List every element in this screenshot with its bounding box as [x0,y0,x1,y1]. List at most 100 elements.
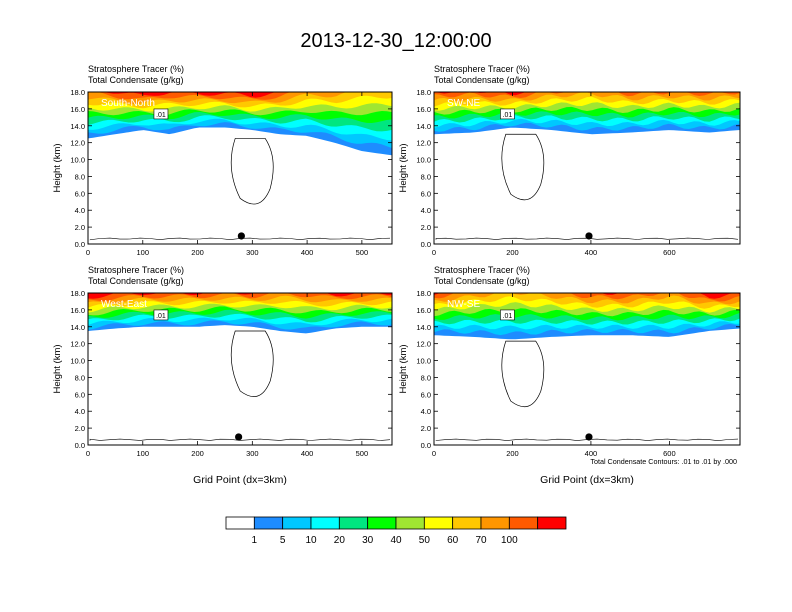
x-tick-label: 200 [191,248,204,257]
y-tick-label: 0.0 [75,240,85,249]
panel-sw-ne: .01 0.0 2.0 4.0 6.0 8.0 10.0 12.0 14.0 16.0 18.0 0 2… [398,64,741,257]
y-axis-label: Height (km) [398,143,409,192]
tracer-field [88,92,392,241]
tracer-band [434,293,740,305]
panel-south-north: .01 0.0 2.0 4.0 6.0 8.0 10.0 12.0 14.0 16.0 18.0 0 1… [52,64,393,257]
tracer-band [88,293,392,299]
condensate-contour [89,438,391,441]
y-axis-label: Height (km) [398,344,409,393]
x-tick-label: 400 [301,449,314,458]
y-tick-label: 4.0 [75,206,85,215]
y-tick-label: 16.0 [416,306,431,315]
condensate-contour [230,330,274,397]
condensate-contour [230,138,274,205]
colorbar-swatch [310,516,340,530]
y-tick-label: 4.0 [421,206,431,215]
location-marker [235,433,243,441]
contour-label-text: .01 [503,112,513,119]
y-tick-label: 12.0 [70,340,85,349]
panel-name: South-North [101,98,155,109]
contour-label-text: .01 [156,112,166,119]
x-tick-label: 600 [663,248,676,257]
panel-nw-se: .01 0.0 2.0 4.0 6.0 8.0 10.0 12.0 14.0 16.0 18.0 0 2… [398,265,741,486]
colorbar-swatch [395,516,425,530]
y-tick-label: 12.0 [416,340,431,349]
x-tick-label: 200 [506,449,519,458]
y-axis-label: Height (km) [52,143,63,192]
tracer-band [434,293,740,299]
figure-title: 2013-12-30_12:00:00 [300,30,492,52]
colorbar-label: 1 [252,535,258,546]
panel-name: SW-NE [447,98,480,109]
x-tick-label: 0 [86,449,90,458]
x-tick-label: 100 [137,449,150,458]
colorbar-label: 10 [305,535,317,546]
location-marker [237,232,245,240]
y-tick-label: 12.0 [416,139,431,148]
panel-title-line: Stratosphere Tracer (%) [88,265,184,275]
tracer-band [434,92,740,96]
y-tick-label: 8.0 [421,172,431,181]
y-tick-label: 2.0 [421,223,431,232]
y-tick-label: 12.0 [70,139,85,148]
colorbar-swatch [282,516,312,530]
y-tick-label: 4.0 [75,407,85,416]
colorbar-swatch [423,516,454,530]
colorbar-label: 100 [501,535,518,546]
x-tick-label: 0 [432,248,436,257]
colorbar-swatch [225,516,255,530]
x-tick-label: 300 [246,248,259,257]
y-tick-label: 16.0 [70,105,85,114]
y-tick-label: 10.0 [70,357,85,366]
y-tick-label: 10.0 [416,357,431,366]
y-tick-label: 14.0 [416,122,431,131]
colorbar-label: 30 [362,535,374,546]
y-tick-label: 14.0 [70,323,85,332]
y-tick-label: 2.0 [75,424,85,433]
panel-title-line: Stratosphere Tracer (%) [434,64,530,74]
x-tick-label: 100 [137,248,150,257]
tracer-band [88,293,392,302]
plot-frame [87,91,393,245]
plot-frame [87,292,393,446]
colorbar-swatch [253,516,284,530]
plot-frame [433,91,741,245]
tracer-band [434,293,740,302]
y-tick-label: 6.0 [421,189,431,198]
contour-label: .01 [500,309,515,321]
y-tick-label: 4.0 [421,407,431,416]
colorbar-label: 5 [280,535,286,546]
colorbar-swatch [508,516,539,530]
y-tick-label: 0.0 [421,240,431,249]
location-marker [585,433,593,441]
x-tick-label: 600 [663,449,676,458]
plot-frame [433,292,741,446]
contour-label-text: .01 [503,313,513,320]
y-tick-label: 0.0 [421,441,431,450]
colorbar-swatch [338,516,369,530]
panel-title-line: Total Condensate (g/kg) [434,75,530,85]
y-tick-label: 10.0 [416,156,431,165]
colorbar: 1 5 10 20 30 40 50 60 70 100 [225,516,567,546]
y-tick-label: 16.0 [416,105,431,114]
x-tick-label: 200 [506,248,519,257]
panel-title-line: Total Condensate (g/kg) [434,276,530,286]
y-axis-label: Height (km) [52,344,63,393]
colorbar-swatch [480,516,510,530]
condensate-contour [435,438,739,442]
y-tick-label: 18.0 [70,289,85,298]
x-tick-label: 500 [356,449,369,458]
panel-name: NW-SE [447,299,480,310]
colorbar-label: 70 [475,535,487,546]
contour-footnote: Total Condensate Contours: .01 to .01 by… [590,457,737,466]
y-tick-label: 14.0 [416,323,431,332]
y-tick-label: 0.0 [75,441,85,450]
y-tick-label: 18.0 [416,289,431,298]
colorbar-label: 40 [390,535,402,546]
x-tick-label: 0 [86,248,90,257]
x-tick-label: 200 [191,449,204,458]
tracer-band [88,92,392,98]
colorbar-swatch [537,516,567,530]
y-tick-label: 10.0 [70,156,85,165]
